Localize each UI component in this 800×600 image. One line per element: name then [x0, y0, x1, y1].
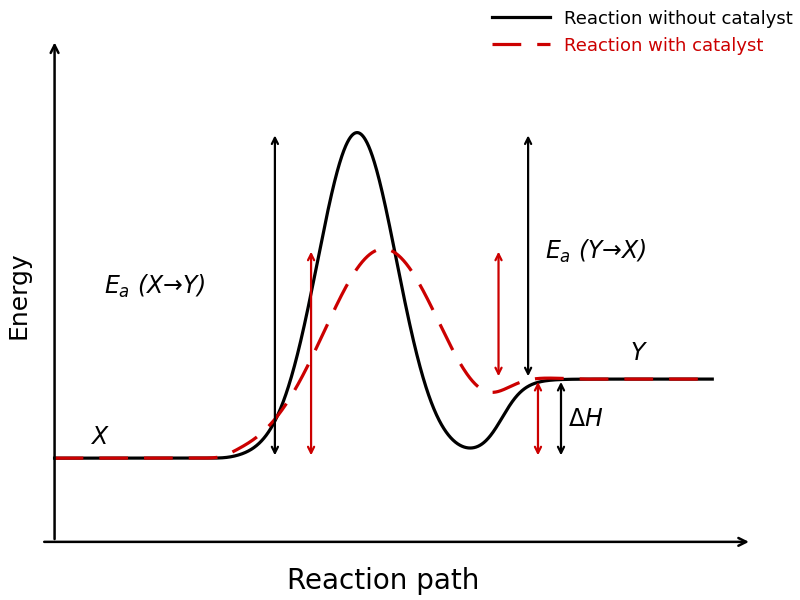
- Text: Reaction path: Reaction path: [287, 568, 480, 595]
- Text: X: X: [90, 425, 107, 449]
- Text: $E_a$ (X→Y): $E_a$ (X→Y): [104, 272, 206, 299]
- Text: Y: Y: [630, 341, 645, 365]
- Legend: Reaction without catalyst, Reaction with catalyst: Reaction without catalyst, Reaction with…: [485, 2, 800, 62]
- Text: Δ$H$: Δ$H$: [567, 407, 603, 431]
- Text: $E_a$ (Y→X): $E_a$ (Y→X): [545, 238, 646, 265]
- Text: Energy: Energy: [6, 251, 30, 339]
